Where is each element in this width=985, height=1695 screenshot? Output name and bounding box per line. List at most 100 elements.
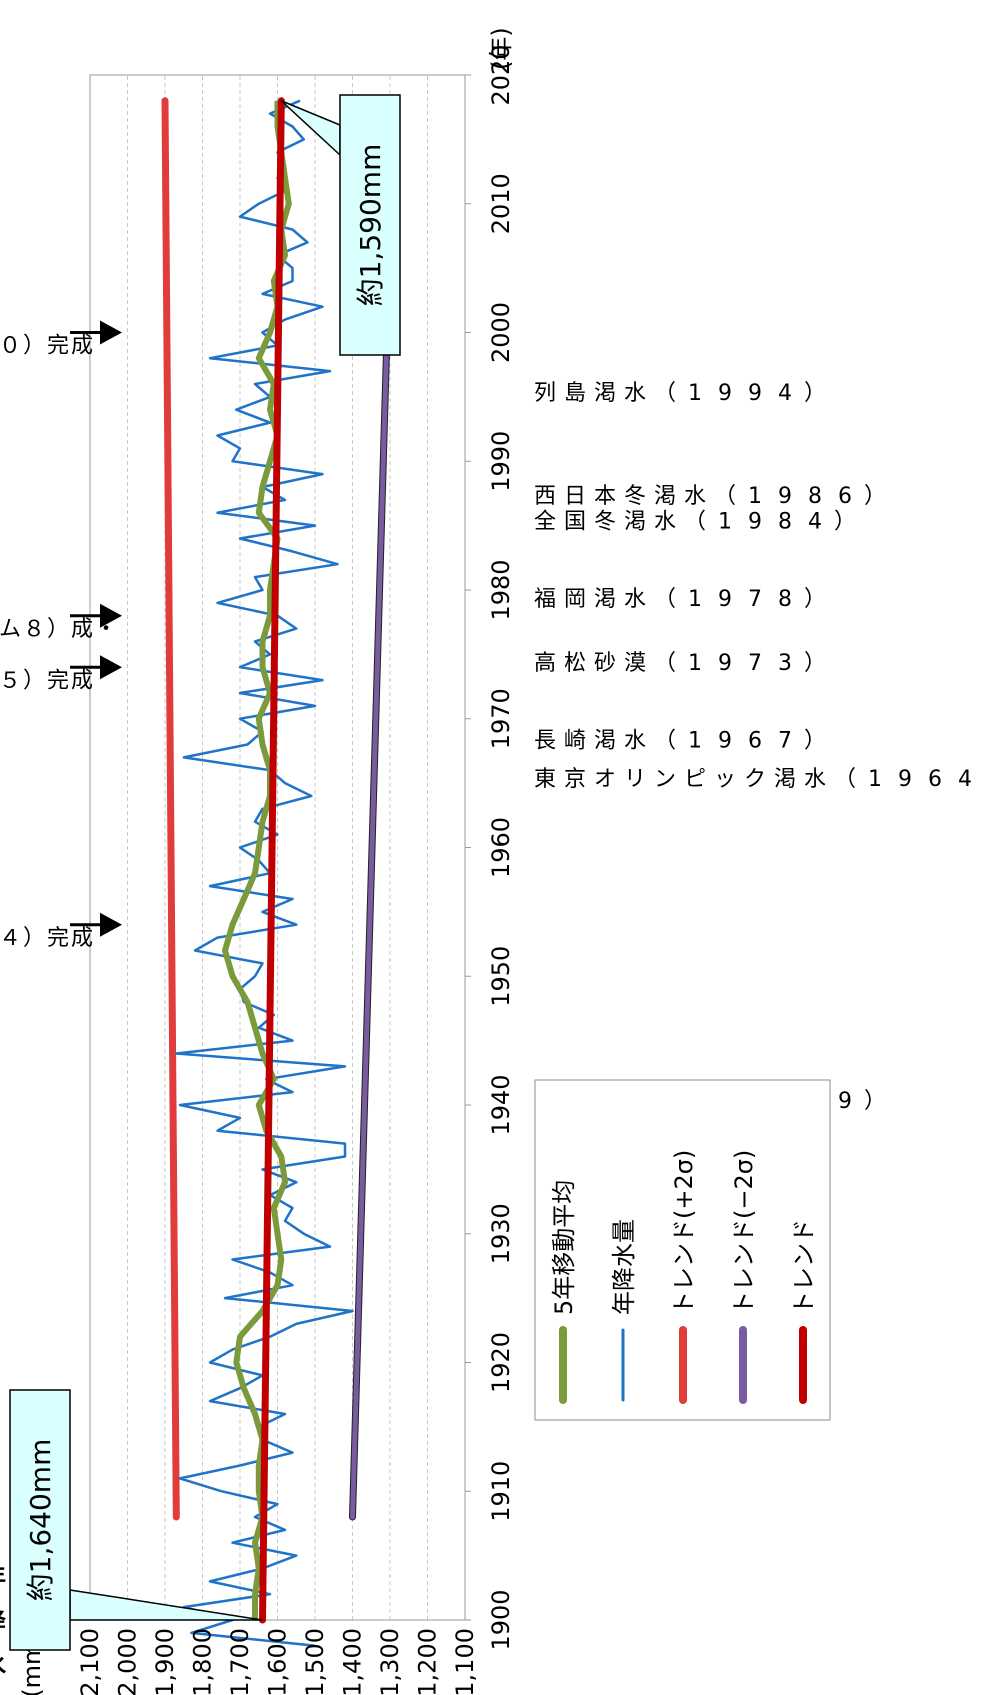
drought-event-char: （ — [684, 510, 706, 535]
drought-event-char: 8 — [778, 587, 792, 612]
legend-box — [534, 1079, 831, 1421]
drought-event-char: 1 — [688, 381, 702, 406]
completion-arrows: ４）完成５）完成ム ８）成・０）完成 — [0, 320, 122, 951]
drought-event-char: 7 — [748, 651, 762, 676]
drought-event-char: ） — [834, 510, 856, 535]
drought-event-char: 7 — [778, 728, 792, 753]
legend-label: 年降水量 — [610, 1219, 638, 1315]
arrow-label-char: 完 — [47, 668, 69, 693]
y-tick-label: 1,100 — [451, 1628, 479, 1695]
callout-box — [339, 94, 401, 356]
drought-event-char: 冬 — [624, 484, 646, 509]
drought-event-char: 1 — [748, 484, 762, 509]
drought-event-char: 9 — [718, 587, 732, 612]
drought-event-label: 長崎渇水 （ 1 9 6 7 ） — [534, 728, 826, 753]
drought-event-char: 砂 — [594, 651, 616, 676]
callout: 約1,640mm — [9, 1389, 263, 1651]
y-tick-label: 1,900 — [151, 1628, 179, 1695]
arrow-head — [100, 320, 122, 345]
drought-event-char: ク — [744, 767, 766, 792]
drought-event-char: 松 — [564, 651, 586, 676]
drought-event-char: 7 — [748, 587, 762, 612]
drought-event-char: 水 — [804, 767, 826, 792]
drought-event-char: ） — [804, 587, 826, 612]
drought-event-char: ッ — [714, 767, 736, 792]
callouts: 約1,640mm 約1,590mm — [9, 94, 401, 1651]
drought-event-char: ） — [984, 767, 985, 792]
drought-event-char: 9 — [778, 484, 792, 509]
drought-event-char: リ — [624, 767, 646, 792]
x-axis-suffix: (年) — [487, 27, 515, 70]
x-tick-labels: 1900 1910 1920 1930 1940 1950 1960 1970 1980 1990… — [465, 44, 515, 1651]
x-tick-label: 1910 — [487, 1461, 515, 1522]
drought-event-char: 6 — [838, 484, 852, 509]
drought-event-char: （ — [654, 651, 676, 676]
drought-event-char: 全 — [534, 510, 556, 535]
drought-event-char: 8 — [778, 510, 792, 535]
drought-event-char: 1 — [688, 587, 702, 612]
drought-event-char: 4 — [958, 767, 972, 792]
completion-arrow: ４）完成 — [0, 912, 122, 951]
drought-event-char: （ — [654, 587, 676, 612]
arrow-label-char: ４ — [0, 926, 21, 951]
arrow-head — [100, 912, 122, 937]
y-tick-label: 2,100 — [76, 1628, 104, 1695]
drought-event-char: 列 — [534, 381, 556, 406]
drought-event-label: 福岡渇水 （ 1 9 7 8 ） — [534, 587, 826, 612]
drought-event-char: 冬 — [594, 510, 616, 535]
drought-event-char: ） — [864, 1089, 886, 1114]
drought-event-char: 9 — [748, 381, 762, 406]
drought-event-char: 崎 — [564, 728, 586, 753]
arrow-label-char: 完 — [47, 926, 69, 951]
arrow-label-char: ） — [23, 334, 45, 359]
drought-event-char: 島 — [564, 381, 586, 406]
drought-event-char: 日 — [564, 484, 586, 509]
y-tick-label: 1,700 — [226, 1628, 254, 1695]
drought-event-char: 4 — [778, 381, 792, 406]
drought-event-char: 1 — [718, 510, 732, 535]
x-tick-label: 1980 — [487, 559, 515, 620]
drought-event-char: 長 — [534, 728, 556, 753]
y-axis-title-char: 水 — [0, 1651, 7, 1679]
arrow-label-char: 成 — [71, 926, 93, 951]
drought-event-label: 西日本冬渇水 （ 1 9 8 6 ） — [534, 484, 886, 509]
drought-event-char: オ — [594, 767, 616, 792]
callout-text: 約1,590mm — [354, 144, 387, 307]
series-line-トレンド — [259, 97, 285, 1624]
drought-event-char: ピ — [684, 767, 706, 792]
drought-event-char: 9 — [898, 767, 912, 792]
y-tick-label: 2,000 — [114, 1628, 142, 1695]
drought-event-char: 8 — [808, 484, 822, 509]
y-tick-label: 1,600 — [264, 1628, 292, 1695]
arrow-label-char: ・ — [95, 617, 117, 642]
drought-event-char: 水 — [684, 484, 706, 509]
drought-event-char: ） — [804, 651, 826, 676]
arrow-label-char: 成 — [71, 668, 93, 693]
arrow-label-char: ム — [0, 617, 21, 642]
callout-text: 約1,640mm — [24, 1439, 57, 1602]
x-tick-label: 1930 — [487, 1203, 515, 1264]
drought-event-char: 京 — [564, 767, 586, 792]
callout-box — [9, 1389, 71, 1651]
drought-event-char: ） — [864, 484, 886, 509]
drought-event-char: 岡 — [564, 587, 586, 612]
arrow-label-char: 成 — [71, 617, 93, 642]
arrow-label-char: ０ — [0, 334, 21, 359]
x-tick-label: 1960 — [487, 817, 515, 878]
drought-event-char: 9 — [718, 728, 732, 753]
series-line-トレンド(+2σ) — [161, 97, 180, 1521]
legend-label: トレンド(+2σ) — [670, 1150, 698, 1315]
drought-event-char: 6 — [748, 728, 762, 753]
drought-event-char: 1 — [688, 651, 702, 676]
drought-event-char: （ — [654, 728, 676, 753]
drought-event-char: 水 — [624, 587, 646, 612]
drought-event-char: 渇 — [774, 767, 796, 792]
callout: 約1,590mm — [280, 94, 401, 356]
completion-arrow: ０）完成 — [0, 320, 122, 359]
drought-event-label: 全国冬渇水 （ 1 9 8 4 ） — [534, 510, 856, 535]
y-tick-label: 1,400 — [339, 1628, 367, 1695]
drought-event-char: 4 — [808, 510, 822, 535]
drought-event-char: 水 — [624, 728, 646, 753]
drought-event-char: 9 — [718, 651, 732, 676]
